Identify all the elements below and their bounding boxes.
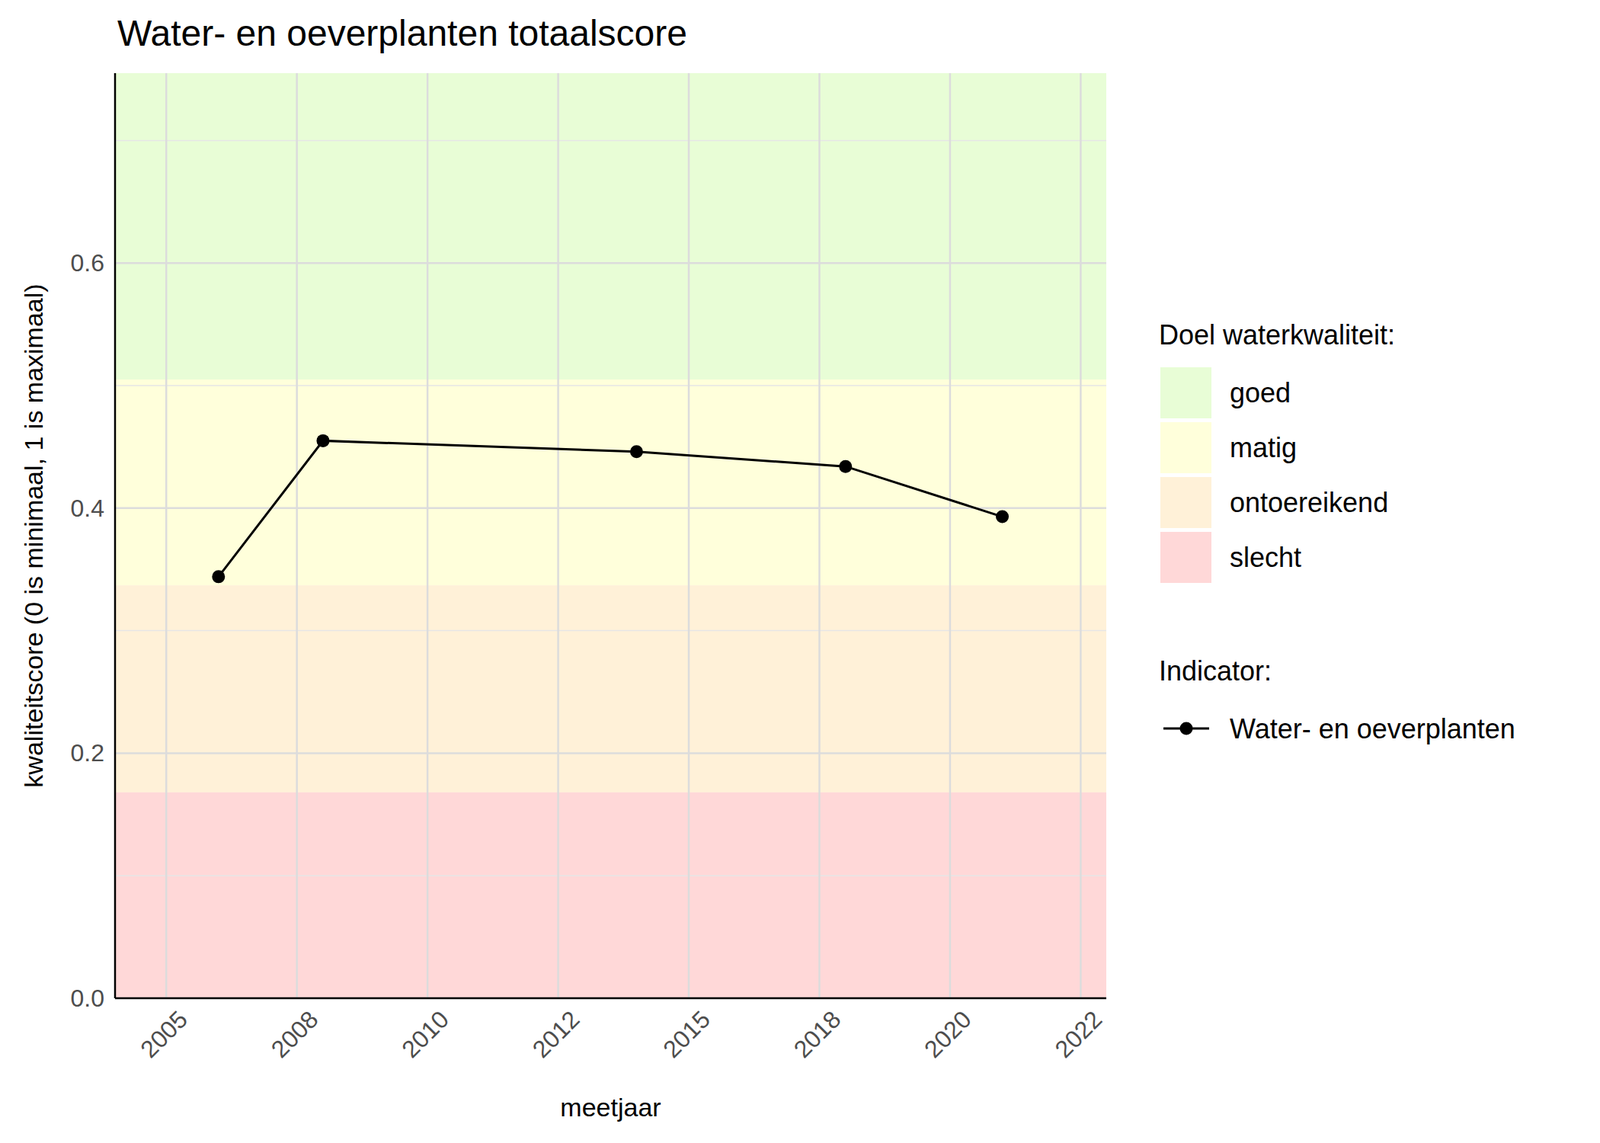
x-tick-label: 2015: [657, 1004, 716, 1063]
band: [115, 585, 1107, 793]
legend-key: [1160, 476, 1212, 528]
x-tick-label: 2005: [134, 1004, 193, 1063]
x-tick-label: 2022: [1049, 1004, 1108, 1063]
legend-key: [1180, 722, 1194, 736]
point: [316, 434, 330, 448]
y-tick-label: 0.6: [70, 249, 105, 277]
grid-line: [1079, 73, 1082, 999]
minor-grid-line: [115, 630, 1107, 632]
grid-line: [949, 73, 952, 999]
grid-line: [688, 73, 691, 999]
grid-line: [818, 73, 821, 999]
legend-label: Water- en oeverplanten: [1229, 713, 1516, 745]
legend-key: [1160, 367, 1212, 419]
series-line: [218, 440, 1003, 576]
legend-title: Doel waterkwaliteit:: [1158, 319, 1396, 351]
bands: [115, 73, 1107, 999]
legend-label: slecht: [1229, 541, 1302, 573]
minor-grid-line: [115, 140, 1107, 142]
chart: 0.0 0.2 0.4 0.6 2005 2008 2010 2012 2015 2018 2020…: [0, 0, 1600, 1143]
point: [838, 460, 852, 474]
legend-label: goed: [1229, 377, 1291, 409]
title: Water- en oeverplanten totaalscore: [117, 12, 688, 54]
grid-line: [115, 262, 1107, 265]
legend-label: ontoereikend: [1229, 486, 1389, 519]
x-tick-label: 2008: [265, 1004, 324, 1063]
grid-line: [426, 73, 429, 999]
grid: [115, 73, 1107, 999]
data: [211, 434, 1009, 583]
band: [115, 379, 1107, 586]
point: [211, 569, 225, 583]
x-axis-line: [115, 997, 1107, 1000]
y-tick-label: 0.4: [70, 494, 105, 522]
grid-line: [115, 507, 1107, 510]
band: [115, 73, 1107, 380]
minor-grid-line: [115, 874, 1107, 877]
x-tick-label: 2010: [396, 1004, 455, 1063]
point: [995, 510, 1009, 524]
legend-label: matig: [1229, 432, 1297, 464]
x-tick-label: 2012: [527, 1004, 586, 1063]
y-tick-label: 0.2: [70, 739, 105, 767]
grid-line: [115, 997, 1107, 999]
point: [630, 444, 644, 458]
grid-line: [556, 73, 560, 999]
x-tick-label: 2020: [918, 1004, 977, 1063]
band: [115, 792, 1107, 999]
x-tick-label: 2018: [788, 1004, 847, 1063]
legend-key: [1160, 422, 1212, 474]
y-tick-label: 0.0: [70, 984, 105, 1012]
y-axis-line: [114, 73, 117, 999]
grid-line: [165, 73, 168, 999]
y-axis-title: kwaliteitscore (0 is minimaal, 1 is maxi…: [19, 283, 48, 788]
x-axis-title: meetjaar: [560, 1092, 661, 1122]
legend-title: Indicator:: [1158, 655, 1272, 687]
grid-line: [115, 752, 1107, 755]
minor-grid-line: [115, 384, 1107, 387]
legend-key: [1160, 531, 1212, 583]
grid-line: [295, 73, 298, 999]
